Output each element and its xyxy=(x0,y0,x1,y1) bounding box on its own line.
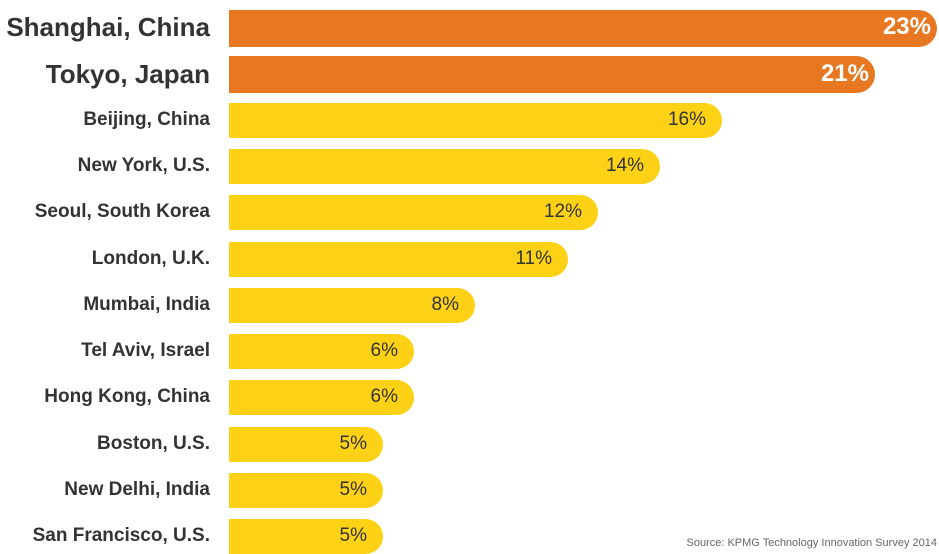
value-label: 14% xyxy=(605,154,644,176)
value-label: 21% xyxy=(820,59,869,87)
category-label: Seoul, South Korea xyxy=(34,201,210,223)
bar xyxy=(229,102,722,138)
category-label: London, U.K. xyxy=(91,247,210,269)
category-label: Tel Aviv, Israel xyxy=(81,340,210,362)
value-label: 5% xyxy=(339,432,367,454)
value-label: 11% xyxy=(515,247,552,269)
category-label: Tokyo, Japan xyxy=(45,58,210,89)
bar xyxy=(229,473,383,508)
bar xyxy=(229,195,598,231)
category-label: New York, U.S. xyxy=(77,154,210,176)
category-label: New Delhi, India xyxy=(64,479,210,501)
bar xyxy=(229,426,383,462)
bar xyxy=(229,380,414,416)
category-label: Beijing, China xyxy=(83,108,210,130)
value-label: 16% xyxy=(667,108,706,130)
category-label: Boston, U.S. xyxy=(97,432,210,454)
category-label: Hong Kong, China xyxy=(44,386,210,408)
value-label: 6% xyxy=(370,386,398,408)
bar xyxy=(229,148,660,184)
bar xyxy=(229,287,475,323)
category-label: Mumbai, India xyxy=(83,293,210,315)
value-label: 6% xyxy=(370,340,398,362)
bar xyxy=(229,10,937,47)
value-label: 8% xyxy=(431,293,459,315)
value-label: 12% xyxy=(543,201,582,223)
source-note: Source: KPMG Technology Innovation Surve… xyxy=(686,537,937,549)
bar xyxy=(229,334,414,370)
value-label: 5% xyxy=(339,525,367,547)
category-label: San Francisco, U.S. xyxy=(32,525,210,547)
bar xyxy=(229,519,383,554)
bar xyxy=(229,241,568,277)
bar xyxy=(229,56,875,94)
value-label: 5% xyxy=(339,479,367,501)
value-label: 23% xyxy=(882,13,931,41)
category-label: Shanghai, China xyxy=(6,12,210,43)
